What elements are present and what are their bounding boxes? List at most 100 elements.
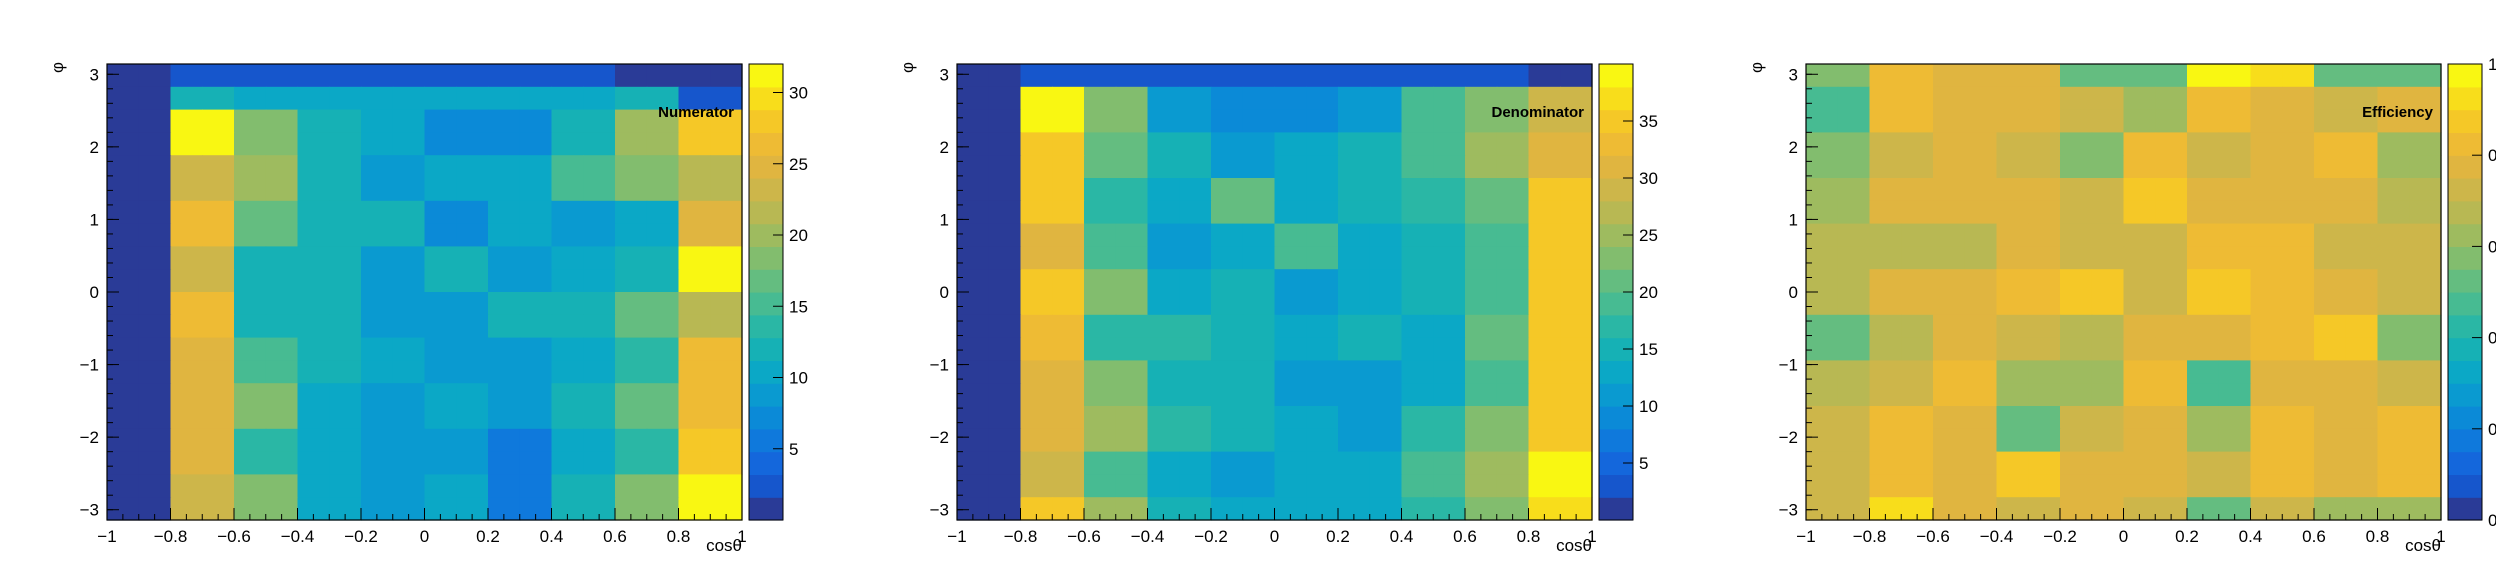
heatmap-cell: [2314, 360, 2347, 384]
heatmap-cell: [1433, 383, 1466, 407]
heatmap-cell: [1869, 383, 1902, 407]
heatmap-cell: [1433, 292, 1466, 316]
heatmap-cell: [265, 155, 299, 179]
heatmap-cell: [2314, 451, 2347, 475]
heatmap-cell: [1306, 109, 1339, 133]
heatmap-cell: [710, 406, 743, 430]
heatmap-cell: [1901, 178, 1934, 202]
heatmap-cell: [1869, 178, 1902, 202]
heatmap-cell: [1401, 155, 1434, 179]
heatmap-cell: [1560, 109, 1593, 133]
heatmap-cell: [488, 337, 521, 361]
heatmap-cell: [1052, 223, 1085, 247]
heatmap-cell: [1933, 497, 1966, 521]
heatmap-cell: [1560, 223, 1593, 247]
heatmap-cell: [1147, 292, 1180, 316]
heatmap-cell: [1560, 292, 1593, 316]
heatmap-cell: [265, 64, 299, 88]
heatmap-cell: [1306, 292, 1339, 316]
panel-numerator: −1 −0.8 −0.6 −0.4 −0.2 0 0.2 0.4 0.6 0.8 1 −3 −2 −1 0…: [48, 62, 808, 555]
x-tick-label: −0.4: [1131, 527, 1165, 546]
heatmap-cell: [1837, 178, 1871, 202]
heatmap-cell: [1496, 428, 1530, 453]
heatmap-cell: [583, 474, 616, 498]
heatmap-cell: [1433, 360, 1466, 384]
heatmap-cell: [2409, 178, 2442, 202]
heatmap-cell: [1465, 451, 1498, 475]
colorbar-segment: [1599, 451, 1633, 475]
colorbar-segment: [749, 178, 783, 202]
heatmap-cell: [988, 132, 1022, 156]
heatmap-cell: [1465, 178, 1498, 202]
heatmap-cell: [1401, 86, 1434, 111]
heatmap-cell: [957, 292, 990, 316]
colorbar-segment: [749, 269, 783, 293]
heatmap-cell: [710, 360, 743, 384]
heatmap-cell: [646, 269, 680, 293]
heatmap-cell: [138, 246, 172, 270]
heatmap-cell: [1052, 155, 1085, 179]
y-tick-label: 3: [1789, 65, 1798, 84]
x-tick-label: −0.4: [281, 527, 315, 546]
heatmap-cell: [488, 314, 521, 339]
heatmap-cell: [1837, 155, 1871, 179]
heatmap-cell: [615, 246, 648, 270]
heatmap-cell: [138, 64, 172, 88]
heatmap-cell: [2345, 497, 2379, 521]
heatmap-cell: [957, 497, 990, 521]
heatmap-cell: [1020, 86, 1053, 111]
colorbar-segment: [2448, 269, 2482, 293]
heatmap-cell: [1052, 360, 1085, 384]
heatmap-cell: [329, 64, 362, 88]
heatmap-cell: [1020, 132, 1053, 156]
heatmap-cell: [107, 86, 140, 111]
heatmap-cell: [392, 200, 426, 225]
heatmap-cell: [2187, 64, 2220, 88]
heatmap-cell: [2060, 132, 2093, 156]
heatmap-cell: [988, 451, 1022, 475]
heatmap-cell: [1211, 383, 1244, 407]
colorbar-segment: [1599, 337, 1633, 361]
heatmap-cell: [488, 132, 521, 156]
colorbar-segment: [2448, 155, 2482, 179]
colorbar-segment: [1599, 246, 1633, 270]
heatmap-cell: [1338, 406, 1371, 430]
heatmap-cell: [1496, 269, 1530, 293]
numerator-xlabel: cosθ: [706, 536, 742, 555]
heatmap-cell: [2250, 269, 2283, 293]
heatmap-cell: [2187, 314, 2220, 339]
heatmap-cell: [1242, 109, 1276, 133]
heatmap-cell: [2345, 200, 2379, 225]
heatmap-cell: [615, 132, 648, 156]
heatmap-cell: [1560, 406, 1593, 430]
heatmap-cell: [1084, 246, 1117, 270]
heatmap-cell: [2282, 223, 2315, 247]
colorbar-segment: [749, 64, 783, 88]
heatmap-cell: [1465, 292, 1498, 316]
heatmap-cell: [1560, 178, 1593, 202]
heatmap-cell: [1338, 360, 1371, 384]
colorbar-tick-label: 15: [789, 297, 808, 316]
y-tick-label: 0: [90, 283, 99, 302]
heatmap-cell: [138, 406, 172, 430]
heatmap-cell: [1806, 64, 1839, 88]
heatmap-cell: [1996, 292, 2029, 316]
heatmap-cell: [1433, 337, 1466, 361]
denominator-y-axis: −3 −2 −1 0 1 2 3: [930, 65, 969, 520]
heatmap-cell: [329, 200, 362, 225]
heatmap-cell: [424, 200, 457, 225]
heatmap-cell: [2091, 86, 2125, 111]
heatmap-cell: [456, 86, 489, 111]
heatmap-cell: [2282, 155, 2315, 179]
heatmap-cell: [488, 497, 521, 521]
heatmap-cell: [2028, 132, 2061, 156]
heatmap-cell: [2218, 246, 2252, 270]
colorbar-segment: [1599, 132, 1633, 156]
heatmap-cell: [1242, 292, 1276, 316]
heatmap-cell: [1179, 109, 1212, 133]
numerator-title: Numerator: [658, 104, 734, 121]
heatmap-cell: [2314, 314, 2347, 339]
heatmap-cell: [1901, 292, 1934, 316]
heatmap-cell: [1115, 246, 1149, 270]
heatmap-cell: [1996, 155, 2029, 179]
